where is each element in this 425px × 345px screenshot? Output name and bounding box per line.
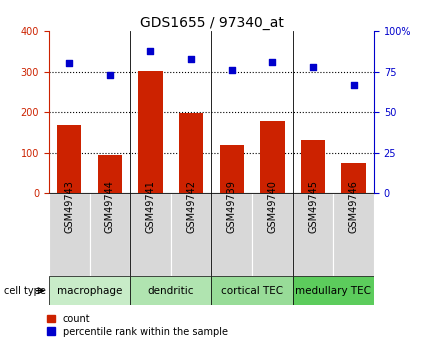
- Text: GSM49744: GSM49744: [105, 180, 115, 233]
- Bar: [57, 125, 81, 193]
- Point: [66, 61, 73, 66]
- Bar: [293, 276, 374, 305]
- Bar: [293, 193, 333, 276]
- Point: [147, 48, 154, 53]
- Text: GSM49743: GSM49743: [64, 180, 74, 233]
- Bar: [211, 276, 293, 305]
- Text: GSM49746: GSM49746: [348, 180, 359, 233]
- Text: cortical TEC: cortical TEC: [221, 286, 283, 296]
- Point: [106, 72, 113, 78]
- Point: [350, 82, 357, 87]
- Text: cell type: cell type: [4, 286, 46, 296]
- Bar: [130, 193, 171, 276]
- Text: dendritic: dendritic: [147, 286, 194, 296]
- Text: GSM49741: GSM49741: [145, 180, 156, 233]
- Bar: [138, 71, 163, 193]
- Bar: [49, 276, 130, 305]
- Bar: [179, 113, 203, 193]
- Bar: [252, 193, 293, 276]
- Text: GSM49745: GSM49745: [308, 180, 318, 233]
- Point: [269, 59, 276, 65]
- Bar: [260, 121, 285, 193]
- Bar: [341, 163, 366, 193]
- Text: medullary TEC: medullary TEC: [295, 286, 371, 296]
- Text: GSM49742: GSM49742: [186, 180, 196, 233]
- Bar: [98, 155, 122, 193]
- Bar: [211, 193, 252, 276]
- Point: [188, 56, 195, 61]
- Bar: [130, 276, 211, 305]
- Bar: [49, 193, 90, 276]
- Point: [310, 64, 317, 69]
- Bar: [171, 193, 211, 276]
- Text: GSM49739: GSM49739: [227, 180, 237, 233]
- Title: GDS1655 / 97340_at: GDS1655 / 97340_at: [139, 16, 283, 30]
- Text: macrophage: macrophage: [57, 286, 122, 296]
- Bar: [220, 145, 244, 193]
- Point: [228, 67, 235, 73]
- Text: GSM49740: GSM49740: [267, 180, 278, 233]
- Bar: [301, 140, 325, 193]
- Legend: count, percentile rank within the sample: count, percentile rank within the sample: [47, 314, 228, 337]
- Bar: [333, 193, 374, 276]
- Bar: [90, 193, 130, 276]
